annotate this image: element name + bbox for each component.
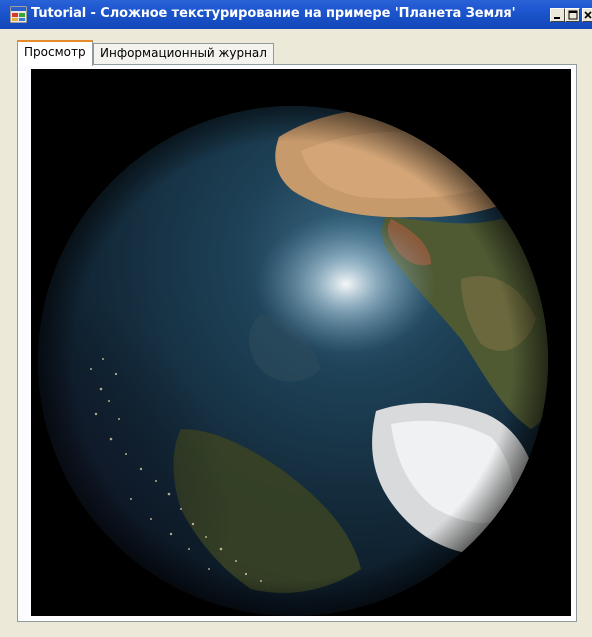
tab-strip: Просмотр Информационный журнал [17, 40, 577, 66]
maximize-button[interactable] [565, 8, 580, 22]
close-icon [584, 11, 592, 19]
close-button[interactable] [582, 8, 592, 22]
maximize-icon [568, 10, 578, 20]
tab-panel [17, 64, 577, 622]
minimize-button[interactable] [550, 8, 565, 22]
earth-globe-render [38, 106, 548, 616]
render-viewport[interactable] [31, 69, 571, 616]
title-bar[interactable]: Tutorial - Сложное текстурирование на пр… [0, 0, 592, 29]
app-window-icon[interactable] [9, 5, 28, 24]
window-title: Tutorial - Сложное текстурирование на пр… [31, 6, 516, 21]
tab-prosmotr[interactable]: Просмотр [17, 40, 93, 66]
minimize-icon [554, 17, 560, 19]
tab-info-log[interactable]: Информационный журнал [93, 43, 274, 64]
